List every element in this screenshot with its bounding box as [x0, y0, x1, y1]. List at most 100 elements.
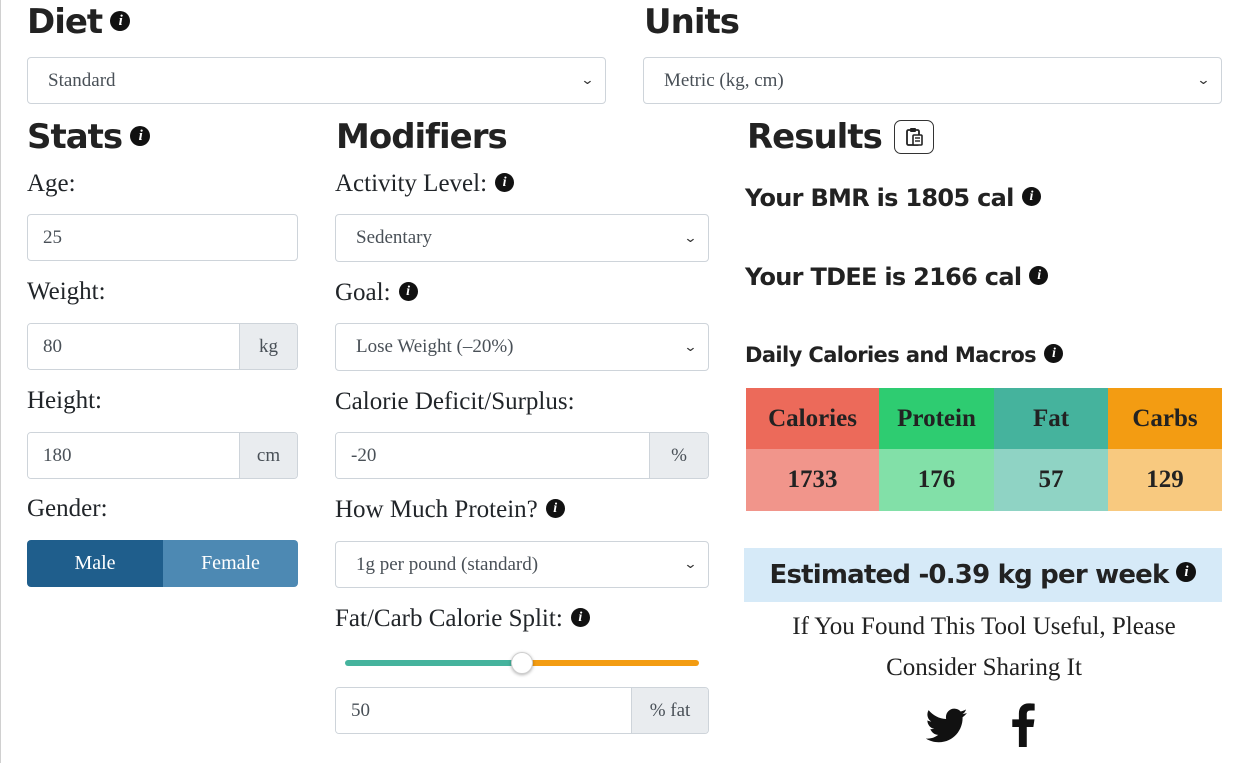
- bmr-result: Your BMR is 1805 cal i: [745, 182, 1041, 214]
- share-message-line-2: Consider Sharing It: [886, 654, 1082, 681]
- weight-input-value: 80: [43, 335, 62, 357]
- activity-select-value: Sedentary: [356, 227, 432, 248]
- gender-label: Gender:: [27, 495, 108, 522]
- macros-table-value-row: 1733 176 57 129: [746, 449, 1222, 511]
- split-slider[interactable]: [345, 652, 699, 674]
- modifiers-title: Modifiers: [336, 117, 508, 157]
- chevron-down-icon: ⌄: [1196, 73, 1211, 88]
- macros-value-fat: 57: [994, 449, 1108, 511]
- weight-input-group: 80 kg: [27, 323, 298, 370]
- facebook-share-button[interactable]: [1004, 703, 1040, 747]
- split-input-value: 50: [351, 699, 370, 721]
- modifiers-heading: Modifiers: [336, 117, 508, 157]
- activity-info-icon[interactable]: i: [495, 172, 515, 192]
- diet-info-icon[interactable]: i: [110, 10, 131, 31]
- age-input-value: 25: [43, 226, 62, 248]
- goal-label: Goal: i: [335, 278, 418, 308]
- results-title: Results: [747, 117, 883, 157]
- stats-info-icon[interactable]: i: [130, 125, 151, 146]
- height-label: Height:: [27, 387, 102, 414]
- tdee-info-icon[interactable]: i: [1029, 265, 1049, 285]
- deficit-input[interactable]: -20: [336, 433, 649, 478]
- macros-value-calories: 1733: [746, 449, 879, 511]
- split-slider-fat-track: [345, 660, 522, 666]
- weekly-estimate-text: Estimated -0.39 kg per week: [769, 560, 1170, 590]
- split-input-group: 50 % fat: [335, 687, 709, 734]
- units-select[interactable]: Metric (kg, cm) ⌄: [643, 57, 1222, 104]
- height-input-group: 180 cm: [27, 432, 298, 479]
- macros-header-fat: Fat: [994, 388, 1108, 449]
- goal-label-text: Goal:: [335, 279, 391, 306]
- protein-select-value: 1g per pound (standard): [356, 553, 539, 575]
- share-message-line-1: If You Found This Tool Useful, Please: [792, 613, 1176, 640]
- diet-title: Diet: [27, 2, 103, 42]
- units-title: Units: [644, 2, 740, 42]
- diet-select-value: Standard: [48, 69, 116, 91]
- height-input-value: 180: [43, 444, 72, 466]
- protein-select[interactable]: 1g per pound (standard) ⌄: [335, 541, 709, 588]
- protein-info-icon[interactable]: i: [545, 498, 565, 518]
- split-label-text: Fat/Carb Calorie Split:: [335, 605, 563, 632]
- deficit-input-group: -20 %: [335, 432, 709, 479]
- tdee-text: Your TDEE is 2166 cal: [745, 263, 1022, 291]
- gender-female-button[interactable]: Female: [163, 540, 298, 587]
- estimate-info-icon[interactable]: i: [1176, 562, 1197, 582]
- macros-table: Calories Protein Fat Carbs 1733 176 57 1…: [746, 388, 1222, 511]
- gender-toggle: Male Female: [27, 540, 298, 587]
- page-left-border: [0, 0, 1, 763]
- stats-heading: Stats i: [27, 117, 151, 157]
- protein-label: How Much Protein? i: [335, 495, 565, 525]
- height-input[interactable]: 180: [28, 433, 239, 478]
- goal-select[interactable]: Lose Weight (–20%) ⌄: [335, 323, 709, 371]
- share-message: If You Found This Tool Useful, Please Co…: [744, 606, 1224, 688]
- bmr-text: Your BMR is 1805 cal: [745, 184, 1014, 212]
- split-unit-addon: % fat: [631, 688, 708, 733]
- units-select-value: Metric (kg, cm): [664, 69, 784, 91]
- chevron-down-icon: ⌄: [683, 230, 698, 246]
- activity-label-text: Activity Level:: [335, 170, 488, 197]
- macros-info-icon[interactable]: i: [1044, 343, 1064, 363]
- height-unit-addon: cm: [239, 433, 297, 478]
- diet-select[interactable]: Standard ⌄: [27, 57, 606, 104]
- split-slider-carb-track: [522, 660, 699, 666]
- macros-header-protein: Protein: [879, 388, 994, 449]
- macros-heading: Daily Calories and Macros i: [745, 340, 1064, 370]
- protein-label-text: How Much Protein?: [335, 496, 538, 523]
- age-label: Age:: [27, 170, 76, 197]
- goal-info-icon[interactable]: i: [398, 281, 418, 301]
- goal-select-value: Lose Weight (–20%): [356, 336, 514, 357]
- weight-input[interactable]: 80: [28, 324, 239, 369]
- macros-table-header-row: Calories Protein Fat Carbs: [746, 388, 1222, 449]
- clipboard-icon: [905, 128, 923, 146]
- twitter-icon: [925, 708, 968, 743]
- weight-unit-addon: kg: [239, 324, 297, 369]
- age-input[interactable]: 25: [27, 214, 298, 261]
- bmr-info-icon[interactable]: i: [1021, 186, 1041, 206]
- gender-male-button[interactable]: Male: [27, 540, 163, 587]
- tdee-result: Your TDEE is 2166 cal i: [745, 261, 1049, 293]
- units-heading: Units: [644, 2, 740, 42]
- activity-select[interactable]: Sedentary ⌄: [335, 214, 709, 262]
- split-input[interactable]: 50: [336, 688, 631, 733]
- stats-title: Stats: [27, 117, 123, 157]
- chevron-down-icon: ⌄: [683, 339, 698, 355]
- macros-value-protein: 176: [879, 449, 994, 511]
- diet-heading: Diet i: [27, 2, 131, 42]
- chevron-down-icon: ⌄: [580, 73, 595, 88]
- facebook-icon: [1012, 703, 1035, 747]
- activity-label: Activity Level: i: [335, 169, 515, 199]
- split-slider-thumb[interactable]: [511, 652, 533, 674]
- deficit-unit-addon: %: [649, 433, 708, 478]
- deficit-input-value: -20: [351, 444, 377, 466]
- macros-header-calories: Calories: [746, 388, 879, 449]
- macros-value-carbs: 129: [1108, 449, 1222, 511]
- chevron-down-icon: ⌄: [683, 557, 698, 572]
- split-info-icon[interactable]: i: [570, 607, 590, 627]
- copy-results-button[interactable]: [893, 120, 934, 154]
- weekly-estimate-banner: Estimated -0.39 kg per week i: [744, 548, 1222, 602]
- weight-label: Weight:: [27, 278, 106, 305]
- results-heading: Results: [747, 117, 934, 157]
- macros-title: Daily Calories and Macros: [745, 343, 1037, 367]
- split-label: Fat/Carb Calorie Split: i: [335, 604, 590, 634]
- twitter-share-button[interactable]: [925, 707, 968, 745]
